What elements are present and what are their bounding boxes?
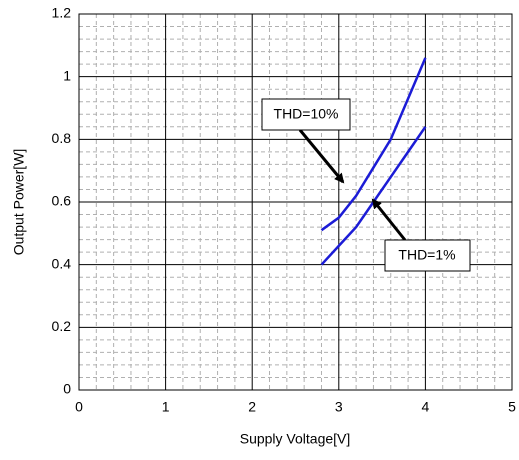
x-tick-label: 5 [508,399,516,415]
y-tick-label: 0 [63,381,71,397]
y-axis-label: Output Power[W] [11,149,27,256]
x-tick-label: 0 [75,399,83,415]
series-line [320,57,427,232]
x-tick-label: 4 [422,399,430,415]
x-tick-label: 2 [248,399,256,415]
x-tick-label: 3 [335,399,343,415]
annotation: THD=10% [274,106,339,122]
annotation-box [384,239,471,272]
annotation-arrow [371,198,407,241]
annotation-box [261,98,351,131]
grid [78,13,513,391]
x-axis-label: Supply Voltage[V] [240,431,351,447]
y-tick-label: 1.2 [52,5,72,21]
annotation: THD=1% [398,247,455,263]
annotation-arrow [298,129,345,184]
y-tick-label: 0.4 [52,255,72,271]
y-tick-label: 0.6 [52,193,72,209]
plot-frame [78,13,513,391]
y-tick-label: 0.2 [52,318,72,334]
y-tick-label: 0.8 [52,130,72,146]
x-tick-label: 1 [162,399,170,415]
y-tick-label: 1 [63,67,71,83]
